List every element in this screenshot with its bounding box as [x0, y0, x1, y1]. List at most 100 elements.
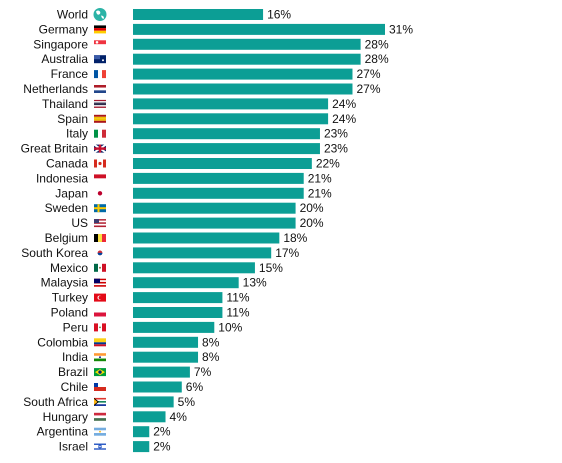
- bar: [133, 128, 320, 140]
- bar-row-netherlands: Netherlands 27%: [23, 82, 381, 96]
- value-label: 24%: [332, 97, 356, 111]
- bar: [133, 307, 223, 318]
- value-label: 27%: [356, 67, 380, 81]
- category-label: US: [71, 216, 88, 230]
- bar-row-france: France 27%: [51, 67, 381, 81]
- bar-row-poland: Poland 11%: [51, 306, 250, 320]
- value-label: 23%: [324, 142, 348, 156]
- bar: [133, 68, 353, 80]
- bar: [133, 53, 361, 65]
- bar-row-indonesia: Indonesia 21%: [36, 171, 332, 185]
- bar: [133, 321, 215, 333]
- value-label: 28%: [365, 37, 389, 51]
- value-label: 11%: [226, 306, 249, 320]
- bar: [133, 23, 385, 35]
- bar: [133, 172, 304, 184]
- category-label: Canada: [46, 157, 88, 171]
- bar-row-colombia: Colombia 8%: [37, 335, 219, 349]
- bar-row-australia: Australia 28%: [41, 52, 389, 66]
- value-label: 10%: [218, 320, 242, 334]
- flag-south-korea-icon: [97, 250, 103, 256]
- flag-great-britain-icon: [93, 143, 107, 154]
- flag-italy-icon: [94, 129, 106, 138]
- value-label: 17%: [275, 246, 299, 260]
- bar-row-israel: Israel 2%: [59, 440, 171, 454]
- flag-sweden-icon: [94, 204, 106, 213]
- flag-france-icon: [94, 70, 106, 79]
- category-label: Argentina: [37, 425, 89, 439]
- flag-singapore-icon: [94, 40, 106, 49]
- bar: [133, 351, 199, 363]
- bar-row-belgium: Belgium 18%: [45, 231, 308, 245]
- value-label: 21%: [308, 171, 332, 185]
- bar-row-malaysia: Malaysia 13%: [41, 276, 267, 290]
- bar: [133, 113, 329, 125]
- category-label: Colombia: [37, 335, 88, 349]
- flag-belgium-icon: [94, 234, 106, 242]
- flag-japan-icon: [97, 191, 103, 196]
- bar: [133, 381, 182, 393]
- bar: [133, 217, 296, 229]
- flag-peru-icon: [94, 323, 106, 332]
- category-label: Malaysia: [41, 276, 89, 290]
- bar-row-south-korea: South Korea 17%: [21, 246, 299, 260]
- value-label: 22%: [316, 157, 340, 171]
- flag-us-icon: [94, 219, 106, 228]
- value-label: 24%: [332, 112, 356, 126]
- bar: [133, 411, 166, 423]
- flag-israel-icon: [94, 442, 106, 451]
- category-label: Belgium: [45, 231, 88, 245]
- flag-south-africa-icon: [94, 397, 106, 406]
- category-label: Israel: [59, 440, 88, 454]
- value-label: 21%: [308, 186, 332, 200]
- bar: [133, 336, 199, 348]
- category-label: Netherlands: [23, 82, 88, 96]
- value-label: 11%: [226, 291, 249, 305]
- flag-germany-icon: [94, 25, 106, 34]
- category-label: Sweden: [45, 201, 88, 215]
- value-label: 13%: [243, 276, 267, 290]
- category-label: South Africa: [23, 395, 88, 409]
- value-label: 5%: [178, 395, 196, 409]
- flag-thailand-icon: [94, 99, 106, 108]
- flag-canada-icon: [94, 159, 106, 168]
- category-label: Italy: [66, 127, 88, 141]
- value-label: 31%: [389, 22, 413, 36]
- value-label: 8%: [202, 335, 220, 349]
- bar-row-hungary: Hungary 4%: [43, 410, 188, 424]
- flag-indonesia-icon: [94, 174, 106, 183]
- bar-row-great-britain: Great Britain 23%: [21, 142, 349, 156]
- flag-colombia-icon: [94, 338, 106, 347]
- flag-turkey-icon: [94, 293, 106, 302]
- value-label: 2%: [153, 425, 171, 439]
- bar-row-turkey: Turkey 11%: [52, 291, 250, 305]
- bar: [133, 262, 255, 274]
- bar: [133, 98, 329, 110]
- value-label: 6%: [186, 380, 204, 394]
- value-label: 4%: [170, 410, 188, 424]
- flag-netherlands-icon: [94, 85, 106, 93]
- flag-hungary-icon: [94, 412, 106, 421]
- flag-mexico-icon: [94, 263, 106, 272]
- category-label: Brazil: [58, 365, 88, 379]
- category-label: Germany: [39, 22, 88, 36]
- bar: [133, 426, 150, 438]
- category-label: Thailand: [42, 97, 88, 111]
- flag-australia-icon: [94, 55, 106, 64]
- bar: [133, 292, 223, 304]
- flag-brazil-icon: [94, 368, 106, 377]
- flag-chile-icon: [94, 383, 106, 391]
- bar: [133, 158, 312, 169]
- category-label: Poland: [51, 306, 88, 320]
- bar-row-mexico: Mexico 15%: [50, 261, 283, 275]
- bar: [133, 143, 320, 155]
- value-label: 8%: [202, 350, 220, 364]
- bar: [133, 277, 239, 289]
- flag-malaysia-icon: [94, 278, 106, 287]
- bar-row-brazil: Brazil 7%: [58, 365, 212, 379]
- bar-row-peru: Peru 10%: [63, 320, 243, 334]
- bar: [133, 232, 280, 244]
- category-label: France: [51, 67, 89, 81]
- value-label: 18%: [283, 231, 307, 245]
- value-label: 15%: [259, 261, 283, 275]
